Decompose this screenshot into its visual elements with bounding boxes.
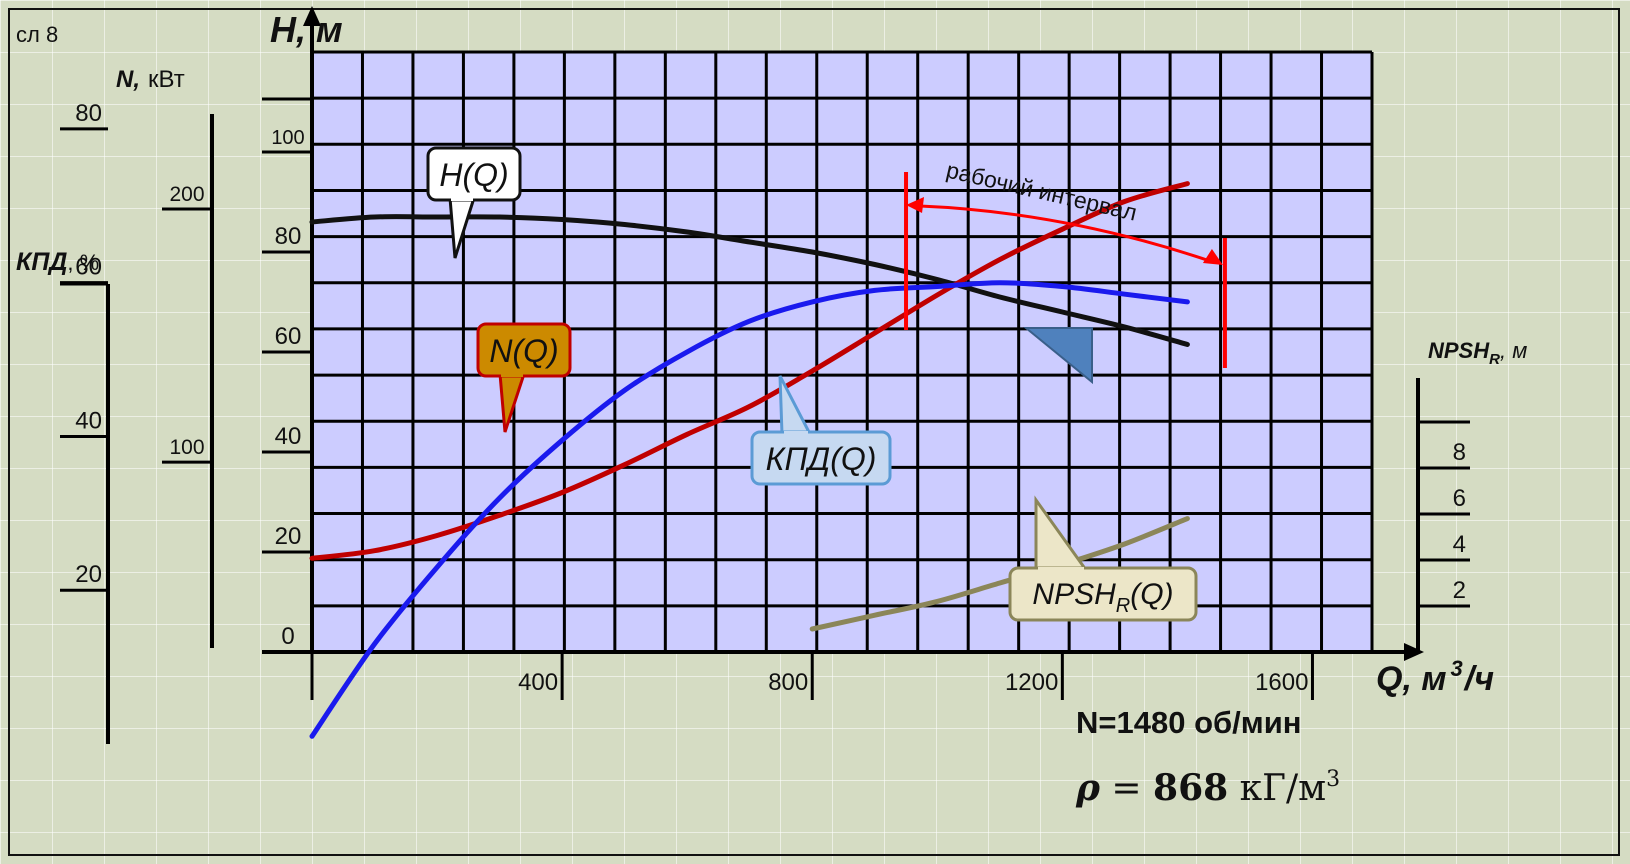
head-tick-label: 40 xyxy=(275,423,302,450)
power-curve xyxy=(309,181,1190,561)
flow-tick-label: 1600 xyxy=(1255,669,1308,696)
power-callout-box xyxy=(476,322,572,378)
efficiency-tick-label: 60 xyxy=(75,254,102,281)
npsh-tick-label: 4 xyxy=(1453,531,1466,558)
efficiency-axis-title: КПД, % xyxy=(16,248,99,276)
efficiency-tick-label: 80 xyxy=(75,100,102,127)
curves xyxy=(309,181,1190,739)
head-callout-box xyxy=(426,146,522,202)
npsh-tick-label: 2 xyxy=(1453,577,1466,604)
flow-tick-label: 800 xyxy=(768,669,808,696)
head-axis-title: H, м xyxy=(270,9,343,50)
head-tick-label: 100 xyxy=(271,127,304,149)
density-label: ρ = 868 кГ/м3 xyxy=(1075,767,1340,809)
head-tick-label: 20 xyxy=(275,523,302,550)
efficiency-tick-label: 20 xyxy=(75,561,102,588)
triangle-marker xyxy=(1023,327,1093,385)
flow-axis-arrow xyxy=(1404,643,1424,661)
npsh-curve xyxy=(809,516,1190,632)
operating-range-arrow xyxy=(919,204,1214,264)
efficiency-curve xyxy=(309,280,1190,739)
head-callout-text-part: H(Q) xyxy=(439,157,508,193)
flow-tick-label: 1200 xyxy=(1005,669,1058,696)
efficiency-callout: КПД(Q) xyxy=(750,375,892,486)
efficiency-tick-label: 40 xyxy=(75,407,102,434)
efficiency-callout-box xyxy=(750,430,892,486)
speed-label: N=1480 об/мин xyxy=(1076,705,1301,740)
power-callout: N(Q) xyxy=(476,322,572,433)
operating-range-arrowhead-right xyxy=(1202,249,1223,265)
efficiency-callout-text: КПД(Q) xyxy=(766,441,877,477)
head-axis-arrow xyxy=(303,6,321,26)
annotations: H(Q) N(Q) КПД(Q) NPSHR(Q) xyxy=(426,146,1227,622)
flow-axis-title: Q, м 3/ч xyxy=(1376,656,1494,698)
power-tick-label: 200 xyxy=(169,183,204,206)
npsh-callout: NPSHR(Q) xyxy=(1008,495,1198,622)
npsh-callout-text-sub: R xyxy=(1116,595,1130,617)
labels: 0 20 40 60 80 100 100 200 20 40 60 80 2 4 6 8 400 800 1200… xyxy=(75,100,1466,696)
slide-frame xyxy=(8,8,1620,856)
npsh-callout-text: NPSHR(Q) xyxy=(1032,578,1173,617)
npsh-tick-label: 6 xyxy=(1453,485,1466,512)
power-callout-text-part: N(Q) xyxy=(489,333,558,369)
head-callout: H(Q) xyxy=(426,146,522,259)
npsh-callout-text-main: NPSH xyxy=(1032,578,1116,611)
npsh-axis-title: NPSHR, м xyxy=(1428,338,1527,368)
power-tick-label: 100 xyxy=(169,436,204,459)
operating-range-arrowhead-left xyxy=(906,197,925,213)
head-tick-label: 80 xyxy=(275,223,302,250)
axis-ticks xyxy=(60,6,1470,744)
head-tick-label: 60 xyxy=(275,323,302,350)
power-axis-title: N, кВт xyxy=(116,66,185,93)
slide-label: сл 8 xyxy=(16,22,58,47)
npsh-callout-text-tail: (Q) xyxy=(1130,578,1173,611)
flow-tick-label: 400 xyxy=(518,669,558,696)
npsh-callout-box xyxy=(1008,566,1198,622)
head-callout-text: H(Q) xyxy=(439,157,508,193)
npsh-tick-label: 8 xyxy=(1453,439,1466,466)
power-callout-text: N(Q) xyxy=(489,333,558,369)
head-tick-label: 0 xyxy=(281,623,294,650)
